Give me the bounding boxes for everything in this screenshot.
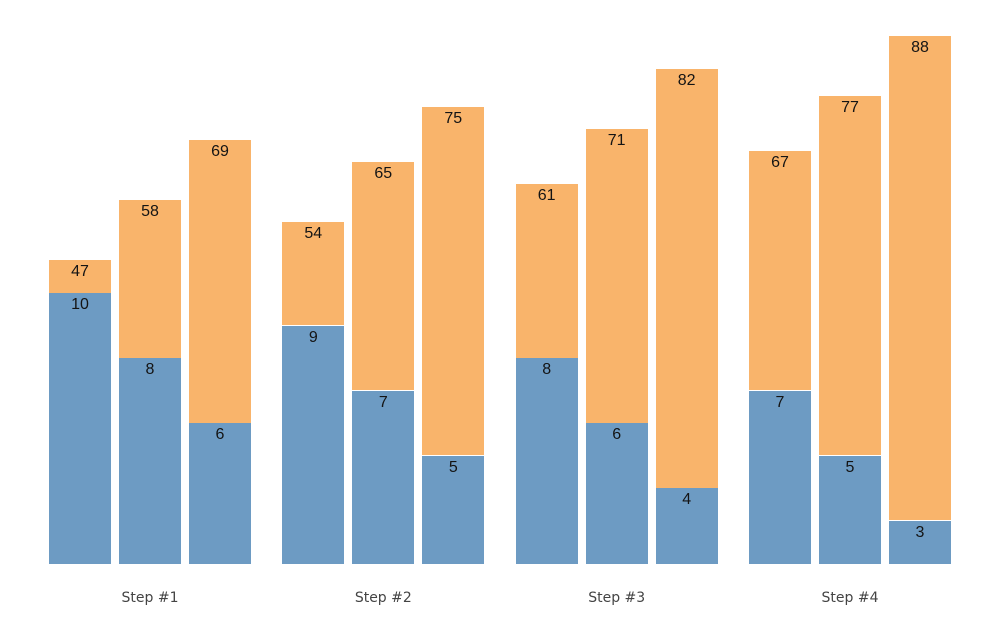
bar-segment-orange: [189, 139, 251, 423]
bar-value-label-blue: 7: [378, 393, 388, 411]
x-axis-category-label: Step #1: [121, 590, 179, 606]
bar-value-label-blue: 7: [775, 393, 785, 411]
bar-value-label-blue: 9: [308, 328, 318, 346]
bar-segment-orange: [49, 260, 111, 293]
bar-segment-blue: [282, 325, 345, 564]
bar-value-label-blue: 8: [145, 361, 155, 378]
bar-value-label-orange: 47: [71, 263, 89, 281]
bar-value-label-orange: 71: [607, 131, 626, 149]
bar-value-label-orange: 69: [211, 142, 229, 160]
bar-value-label-orange: 54: [304, 225, 323, 243]
bar-segment-orange: [422, 106, 485, 456]
bar-value-label-blue: 10: [71, 296, 89, 313]
bar-value-label-blue: 5: [845, 458, 855, 476]
bar-value-label-blue: 6: [215, 426, 225, 443]
bar-segment-blue: [819, 455, 881, 564]
bar-value-label-blue: 5: [448, 458, 458, 476]
bar-segment-orange: [655, 68, 718, 488]
bar-value-label-orange: 75: [444, 109, 463, 127]
bar-segment-blue: [655, 488, 718, 564]
bar-segment-blue: [49, 293, 111, 564]
bar-value-label-orange: 65: [374, 164, 393, 182]
bar-segment-blue: [189, 423, 251, 564]
bar-segment-orange: [749, 150, 811, 391]
bar-value-label-blue: 4: [682, 491, 692, 508]
bar-value-label-orange: 67: [771, 153, 789, 171]
bar-segment-orange: [889, 35, 951, 521]
bar-segment-blue: [515, 358, 578, 564]
bar-value-label-orange: 61: [537, 186, 556, 204]
x-axis-category-label: Step #4: [821, 590, 879, 606]
bar-segment-orange: [515, 183, 578, 358]
x-axis-category-label: Step #3: [588, 590, 646, 606]
bar-segment-blue: [352, 390, 415, 564]
bar-value-label-blue: 3: [915, 523, 925, 541]
bar-value-label-orange: 58: [141, 203, 159, 221]
bar-segment-orange: [282, 222, 345, 326]
bar-value-label-orange: 88: [911, 38, 929, 56]
bar-segment-blue: [422, 455, 485, 564]
bar-value-label-orange: 82: [677, 71, 696, 89]
bar-segment-blue: [749, 390, 811, 564]
x-axis-category-label: Step #2: [354, 590, 412, 606]
bar-segment-blue: [119, 358, 181, 564]
bar-value-label-blue: 6: [612, 426, 622, 443]
bar-segment-orange: [352, 161, 415, 391]
bar-segment-orange: [119, 200, 181, 358]
bar-segment-blue: [585, 423, 648, 564]
bar-segment-orange: [819, 96, 881, 456]
bar-value-label-orange: 77: [841, 99, 859, 117]
bar-segment-orange: [585, 128, 648, 423]
bar-value-label-blue: 8: [542, 361, 552, 378]
bar-segment-blue: [889, 520, 951, 564]
